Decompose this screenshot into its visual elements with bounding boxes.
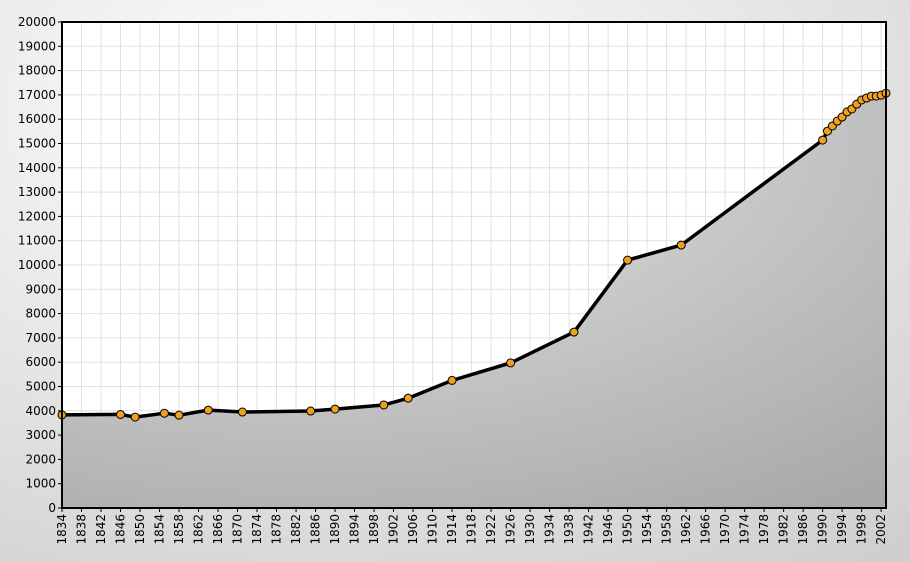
x-tick-label: 1886: [309, 514, 323, 545]
y-tick-label: 17000: [18, 88, 56, 102]
x-tick-label: 1990: [816, 514, 830, 545]
point: [676, 240, 686, 250]
x-tick-label: 1970: [718, 514, 732, 545]
x-tick-label: 1890: [328, 514, 342, 545]
y-tick-label: 5000: [25, 380, 56, 394]
y-tick-label: 12000: [18, 209, 56, 223]
x-tick-label: 1962: [679, 514, 693, 545]
x-tick-label: 1938: [562, 514, 576, 545]
area: [62, 93, 886, 508]
x-tick-label: 1914: [445, 514, 459, 545]
x-tick-label: 1834: [55, 514, 69, 545]
x-tick-label: 1978: [757, 514, 771, 545]
y-tick-label: 6000: [25, 355, 56, 369]
point: [159, 408, 169, 418]
point: [237, 407, 247, 417]
point: [403, 393, 413, 403]
y-tick-label: 14000: [18, 161, 56, 175]
x-tick-label: 1846: [114, 514, 128, 545]
x-tick-label: 1934: [543, 514, 557, 545]
x-tick-label: 1982: [777, 514, 791, 545]
y-tick-label: 13000: [18, 185, 56, 199]
point: [569, 327, 579, 337]
x-tick-label: 1918: [465, 514, 479, 545]
x-tick-label: 2002: [874, 514, 888, 545]
x-tick-label: 1898: [367, 514, 381, 545]
x-tick-label: 1902: [387, 514, 401, 545]
y-tick-label: 18000: [18, 64, 56, 78]
x-tick-label: 1922: [484, 514, 498, 545]
point: [623, 255, 633, 265]
x-tick-label: 1838: [75, 514, 89, 545]
y-tick-label: 8000: [25, 307, 56, 321]
x-tick-label: 1850: [133, 514, 147, 545]
y-tick-label: 1000: [25, 477, 56, 491]
x-tick-label: 1946: [601, 514, 615, 545]
point: [116, 409, 126, 419]
y-tick-label: 3000: [25, 428, 56, 442]
x-tick-label: 1974: [738, 514, 752, 545]
y-tick-label: 20000: [18, 15, 56, 29]
x-tick-label: 1874: [250, 514, 264, 545]
x-tick-label: 1998: [855, 514, 869, 545]
point: [203, 405, 213, 415]
x-tick-label: 1986: [796, 514, 810, 545]
point: [818, 135, 828, 145]
y-tick-label: 16000: [18, 112, 56, 126]
point: [174, 410, 184, 420]
x-tick-label: 1954: [640, 514, 654, 545]
x-tick-label: 1894: [348, 514, 362, 545]
x-tick-label: 1866: [211, 514, 225, 545]
y-tick-label: 0: [48, 501, 56, 515]
x-tick-label: 1930: [523, 514, 537, 545]
x-tick-label: 1842: [94, 514, 108, 545]
x-tick-label: 1862: [192, 514, 206, 545]
x-tick-label: 1926: [504, 514, 518, 545]
x-tick-label: 1950: [621, 514, 635, 545]
point: [506, 358, 516, 368]
y-tick-label: 9000: [25, 282, 56, 296]
x-tick-label: 1858: [172, 514, 186, 545]
y-tick-label: 4000: [25, 404, 56, 418]
x-tick-label: 1854: [153, 514, 167, 545]
x-tick-label: 1994: [835, 514, 849, 545]
x-tick-label: 1870: [231, 514, 245, 545]
point: [130, 412, 140, 422]
x-tick-label: 1942: [582, 514, 596, 545]
y-tick-label: 11000: [18, 234, 56, 248]
y-tick-label: 19000: [18, 39, 56, 53]
x-tick-label: 1910: [426, 514, 440, 545]
y-tick-label: 10000: [18, 258, 56, 272]
y-tick-label: 2000: [25, 452, 56, 466]
point: [447, 375, 457, 385]
x-tick-label: 1966: [699, 514, 713, 545]
y-tick-label: 15000: [18, 137, 56, 151]
x-tick-label: 1882: [289, 514, 303, 545]
point: [306, 406, 316, 416]
point: [330, 404, 340, 414]
y-tick-label: 7000: [25, 331, 56, 345]
point: [379, 400, 389, 410]
x-tick-label: 1958: [660, 514, 674, 545]
x-tick-label: 1906: [406, 514, 420, 545]
x-tick-label: 1878: [270, 514, 284, 545]
